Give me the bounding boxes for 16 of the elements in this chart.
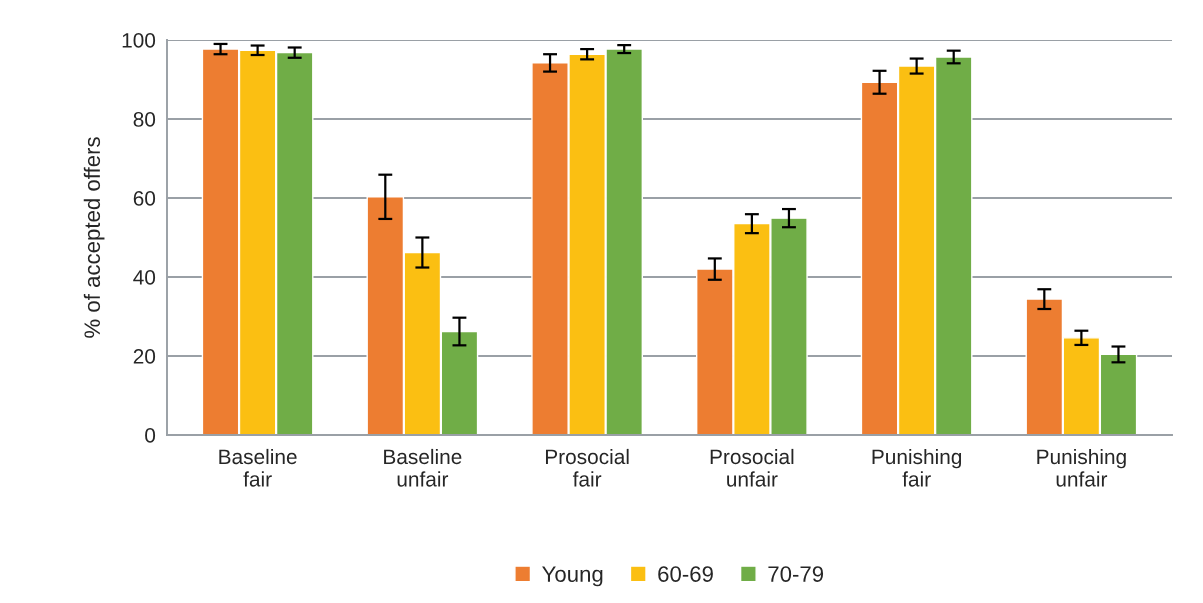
y-tick-label: 0 [145,428,156,443]
y-tick-label: 40 [133,270,156,285]
x-tick-label: Baseline unfair [384,448,462,487]
x-tick-label: Prosocial unfair [710,448,794,487]
y-tick-label: 60 [133,191,156,206]
x-tick-label: Prosocial fair [545,448,629,487]
legend-label: 70-79 [768,566,824,582]
y-axis-title: % of accepted offers [83,137,105,338]
x-tick-label: Baseline fair [219,448,297,487]
legend-label: Young [542,566,603,587]
y-tick-label: 20 [133,349,156,364]
y-tick-label: 80 [133,112,156,127]
legend-label: 60-69 [658,566,713,582]
y-tick-label: 100 [122,33,156,48]
x-tick-label: Punishing fair [872,448,962,487]
x-tick-label: Punishing unfair [1037,448,1126,487]
